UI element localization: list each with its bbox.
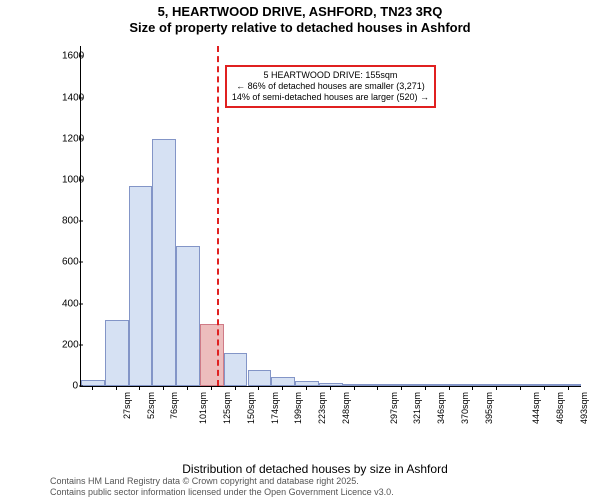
x-tick-mark [235, 386, 236, 390]
y-tick-mark [79, 262, 83, 263]
x-tick-mark [139, 386, 140, 390]
y-tick-label: 200 [62, 339, 78, 350]
attribution-block: Contains HM Land Registry data © Crown c… [50, 476, 394, 498]
x-tick-label: 150sqm [246, 392, 256, 424]
attribution-line2: Contains public sector information licen… [50, 487, 394, 498]
x-tick-label: 444sqm [531, 392, 541, 424]
x-axis-label: Distribution of detached houses by size … [50, 462, 580, 476]
histogram-bar [176, 246, 200, 386]
chart-area: 5 HEARTWOOD DRIVE: 155sqm← 86% of detach… [50, 46, 580, 416]
x-tick-mark [377, 386, 378, 390]
attribution-line1: Contains HM Land Registry data © Crown c… [50, 476, 394, 487]
y-tick-mark [79, 303, 83, 304]
x-tick-label: 346sqm [436, 392, 446, 424]
x-tick-label: 223sqm [317, 392, 327, 424]
x-tick-label: 370sqm [460, 392, 470, 424]
x-tick-mark [282, 386, 283, 390]
histogram-bar [248, 370, 272, 386]
x-tick-label: 76sqm [169, 392, 179, 419]
x-tick-label: 297sqm [389, 392, 399, 424]
x-tick-label: 395sqm [484, 392, 494, 424]
x-tick-mark [544, 386, 545, 390]
chart-title-main: 5, HEARTWOOD DRIVE, ASHFORD, TN23 3RQ [0, 4, 600, 20]
x-tick-label: 125sqm [222, 392, 232, 424]
histogram-bar [390, 384, 414, 386]
x-tick-mark [116, 386, 117, 390]
chart-title-block: 5, HEARTWOOD DRIVE, ASHFORD, TN23 3RQ Si… [0, 0, 600, 37]
x-tick-label: 52sqm [146, 392, 156, 419]
histogram-bar [485, 384, 509, 386]
x-tick-mark [449, 386, 450, 390]
annotation-line: ← 86% of detached houses are smaller (3,… [232, 81, 429, 92]
y-tick-label: 1000 [62, 174, 78, 185]
x-tick-mark [330, 386, 331, 390]
y-tick-mark [79, 138, 83, 139]
y-tick-label: 0 [62, 381, 78, 392]
y-tick-label: 1400 [62, 92, 78, 103]
x-tick-mark [211, 386, 212, 390]
annotation-box: 5 HEARTWOOD DRIVE: 155sqm← 86% of detach… [225, 65, 436, 109]
annotation-line: 5 HEARTWOOD DRIVE: 155sqm [232, 70, 429, 81]
histogram-bar [224, 353, 248, 386]
x-tick-mark [163, 386, 164, 390]
plot-area: 5 HEARTWOOD DRIVE: 155sqm← 86% of detach… [80, 46, 581, 387]
histogram-bar [557, 384, 581, 386]
x-tick-mark [496, 386, 497, 390]
y-axis-label-wrap: Number of detached properties [4, 46, 18, 386]
y-tick-label: 800 [62, 216, 78, 227]
y-tick-mark [79, 386, 83, 387]
histogram-bar [319, 383, 343, 386]
x-tick-mark [92, 386, 93, 390]
x-tick-label: 27sqm [122, 392, 132, 419]
histogram-bar [152, 139, 176, 386]
y-tick-label: 600 [62, 257, 78, 268]
reference-line [217, 46, 219, 386]
y-tick-mark [79, 97, 83, 98]
x-tick-label: 174sqm [270, 392, 280, 424]
y-tick-mark [79, 56, 83, 57]
x-tick-label: 248sqm [341, 392, 351, 424]
y-tick-mark [79, 221, 83, 222]
histogram-bar [271, 377, 295, 386]
histogram-bar [200, 324, 224, 386]
x-tick-mark [354, 386, 355, 390]
histogram-bar [462, 384, 486, 386]
x-tick-mark [472, 386, 473, 390]
x-tick-label: 199sqm [293, 392, 303, 424]
histogram-bar [533, 384, 557, 386]
x-tick-mark [258, 386, 259, 390]
x-tick-label: 321sqm [412, 392, 422, 424]
x-tick-mark [306, 386, 307, 390]
x-tick-label: 101sqm [198, 392, 208, 424]
chart-title-sub: Size of property relative to detached ho… [0, 20, 600, 36]
y-tick-label: 1200 [62, 133, 78, 144]
annotation-line: 14% of semi-detached houses are larger (… [232, 92, 429, 103]
y-tick-label: 400 [62, 298, 78, 309]
x-tick-label: 493sqm [579, 392, 589, 424]
histogram-bar [81, 380, 105, 386]
x-tick-mark [520, 386, 521, 390]
y-tick-mark [79, 344, 83, 345]
x-tick-mark [187, 386, 188, 390]
histogram-bar [343, 384, 367, 386]
x-tick-mark [401, 386, 402, 390]
histogram-bar [129, 186, 153, 386]
x-tick-label: 468sqm [555, 392, 565, 424]
histogram-bar [414, 384, 438, 386]
y-tick-mark [79, 179, 83, 180]
x-tick-mark [568, 386, 569, 390]
histogram-bar [105, 320, 129, 386]
x-tick-mark [425, 386, 426, 390]
y-tick-label: 1600 [62, 51, 78, 62]
